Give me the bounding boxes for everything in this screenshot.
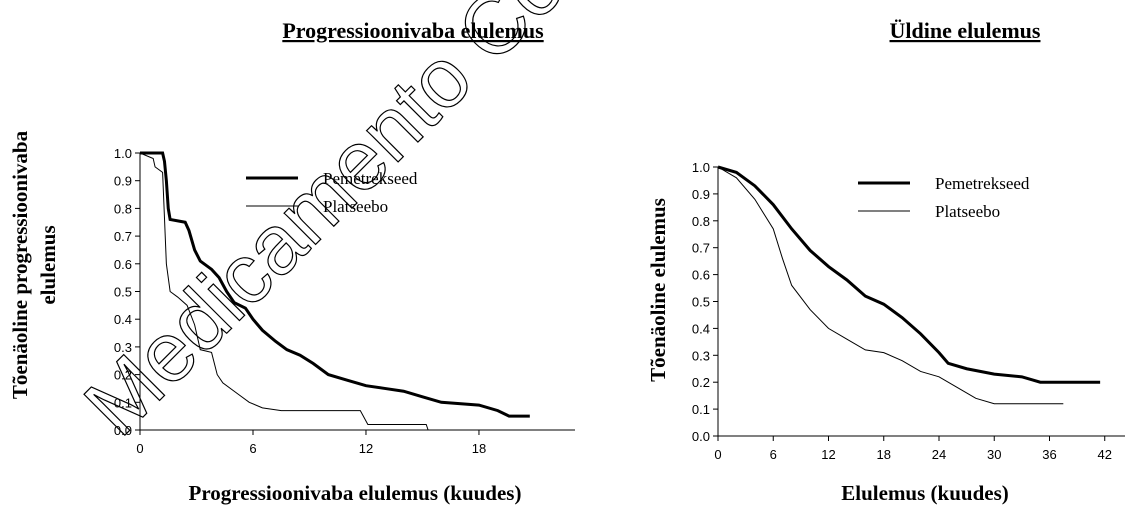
x-tick-label: 18 — [877, 447, 891, 462]
y-tick-label: 0.3 — [114, 340, 132, 355]
watermark: Medicamento Co — [66, 0, 581, 453]
y-tick-label: 0.8 — [114, 201, 132, 216]
y-tick-label: 0.1 — [692, 402, 710, 417]
x-axis-label: Progressioonivaba elulemus (kuudes) — [189, 481, 522, 505]
x-tick-label: 6 — [249, 441, 256, 456]
y-axis-label: Tõenäoline progressioonivaba — [8, 130, 32, 399]
y-tick-label: 0.8 — [692, 214, 710, 229]
y-tick-label: 0.7 — [114, 229, 132, 244]
y-tick-label: 0.0 — [692, 429, 710, 444]
x-tick-label: 36 — [1042, 447, 1056, 462]
x-tick-label: 6 — [770, 447, 777, 462]
y-tick-label: 0.0 — [114, 423, 132, 438]
y-tick-label: 0.5 — [692, 295, 710, 310]
y-tick-label: 0.5 — [114, 285, 132, 300]
y-tick-label: 0.6 — [692, 268, 710, 283]
x-tick-label: 42 — [1098, 447, 1112, 462]
x-tick-label: 12 — [359, 441, 373, 456]
y-tick-label: 0.4 — [114, 312, 132, 327]
line-series — [717, 165, 1101, 384]
y-tick-label: 0.3 — [692, 348, 710, 363]
legend-label: Platseebo — [935, 202, 1000, 221]
y-tick-label: 0.2 — [114, 368, 132, 383]
y-tick-label: 0.1 — [114, 395, 132, 410]
y-tick-label: 0.6 — [114, 257, 132, 272]
y-axis-label: Tõenäoline elulemus — [646, 198, 670, 382]
legend-label: Platseebo — [323, 197, 388, 216]
y-tick-label: 1.0 — [114, 146, 132, 161]
y-axis-label: elulemus — [36, 225, 60, 304]
y-tick-label: 0.9 — [692, 187, 710, 202]
x-tick-label: 30 — [987, 447, 1001, 462]
legend-label: Pemetrekseed — [323, 169, 418, 188]
x-tick-label: 0 — [136, 441, 143, 456]
line-series — [140, 151, 530, 418]
line-series — [139, 152, 429, 431]
x-tick-label: 24 — [932, 447, 946, 462]
y-tick-label: 0.2 — [692, 375, 710, 390]
chart-title: Progressioonivaba elulemus — [282, 18, 544, 43]
x-tick-label: 0 — [714, 447, 721, 462]
y-tick-label: 0.4 — [692, 321, 710, 336]
legend-label: Pemetrekseed — [935, 174, 1030, 193]
y-tick-label: 0.7 — [692, 241, 710, 256]
chart-title: Üldine elulemus — [890, 18, 1041, 43]
x-axis-label: Elulemus (kuudes) — [841, 481, 1008, 505]
y-tick-label: 0.9 — [114, 174, 132, 189]
line-series — [717, 166, 1064, 405]
x-tick-label: 18 — [472, 441, 486, 456]
x-tick-label: 12 — [821, 447, 835, 462]
y-tick-label: 1.0 — [692, 160, 710, 175]
